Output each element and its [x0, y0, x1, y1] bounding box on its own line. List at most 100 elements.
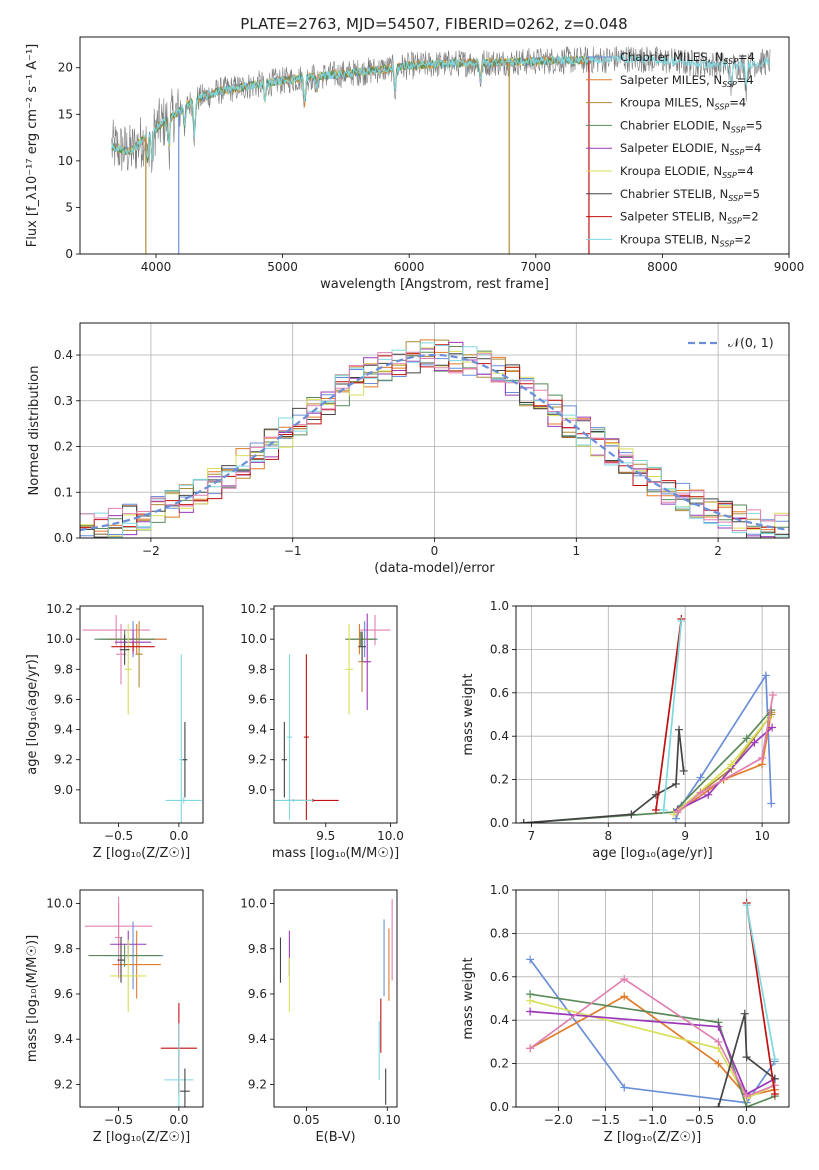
x-tick-label: −2 [142, 544, 160, 558]
y-tick-label: 10.0 [240, 632, 267, 646]
spectrum-model-ks [111, 54, 770, 161]
series-line-pink [676, 694, 774, 813]
plot-area [279, 899, 393, 1105]
series-marker-pink [620, 974, 629, 983]
legend-text: Chabrier ELODIE, N [620, 118, 731, 132]
x-tick-label: 0.10 [374, 1113, 401, 1127]
series-marker-cs [714, 1103, 723, 1107]
series-marker-se [750, 738, 759, 747]
x-tick-label: −0.5 [685, 1113, 714, 1127]
series-line-ss [655, 618, 683, 811]
figure-title: PLATE=2763, MJD=54507, FIBERID=0262, z=0… [240, 15, 627, 33]
legend-sub: SSP [728, 194, 743, 203]
panel-age_vs_Z: −0.5 0.0 9.0 9.2 9.4 9.6 9.8 10.0 10.2 Z [log₁₀(Z… [25, 602, 204, 861]
y-axis-label: mass weight [461, 673, 476, 755]
legend-label-km: Kroupa MILES, NSSP=4 [620, 96, 746, 112]
y-axis-label: mass weight [461, 957, 476, 1039]
series-line-cm [675, 672, 773, 820]
legend-text: =4 [738, 50, 755, 64]
x-tick-label: 0 [431, 544, 439, 558]
legend-sub: SSP [730, 148, 745, 157]
y-tick-label: 0.2 [54, 440, 73, 454]
x-tick-label: 8000 [647, 260, 678, 274]
y-axis-label: mass [log₁₀(M/M☉)] [25, 935, 40, 1062]
x-axis-label: Z [log₁₀(Z/Z☉)] [93, 1130, 190, 1145]
x-tick-label: 6000 [394, 260, 425, 274]
plot-area [526, 899, 779, 1107]
series-marker-ks [742, 901, 751, 910]
y-tick-label: 9.4 [54, 723, 73, 737]
y-tick-label: 9.8 [248, 662, 267, 676]
legend-sub: SSP [722, 171, 737, 180]
y-tick-label: 9.2 [54, 753, 73, 767]
legend-text: =4 [729, 96, 746, 110]
y-tick-label: 0.6 [490, 686, 509, 700]
legend-text: Kroupa ELODIE, N [620, 164, 722, 178]
legend-label-ce: Chabrier ELODIE, NSSP=5 [620, 118, 762, 134]
series-marker-ce [526, 990, 535, 999]
y-tick-label: 0.4 [490, 729, 509, 743]
series-marker-cm [526, 955, 535, 964]
series-marker-cs [740, 1009, 749, 1018]
y-tick-label: 9.0 [248, 783, 267, 797]
y-tick-label: 9.2 [248, 753, 267, 767]
y-tick-label: 10 [58, 154, 73, 168]
x-axis-label: E(B-V) [315, 1130, 355, 1145]
y-tick-label: 9.4 [248, 723, 267, 737]
legend-label-ss: Salpeter STELIB, NSSP=2 [620, 210, 759, 226]
legend-text: =4 [737, 164, 754, 178]
y-tick-label: 0.8 [490, 642, 509, 656]
y-tick-label: 0.2 [490, 1057, 509, 1071]
x-tick-label: −0.5 [104, 1113, 133, 1127]
x-axis-label: Z [log₁₀(Z/Z☉)] [93, 846, 190, 861]
y-tick-label: 9.2 [248, 1077, 267, 1091]
series-marker-pink [526, 1044, 535, 1053]
legend-text: =5 [746, 118, 763, 132]
series-marker-cm [761, 671, 770, 680]
series-marker-ce [742, 734, 751, 743]
x-axis-label: mass [log₁₀(M/M☉)] [272, 846, 399, 861]
y-tick-label: 9.8 [54, 662, 73, 676]
series-marker-pink [768, 690, 777, 699]
x-tick-label: −2.0 [544, 1113, 573, 1127]
x-tick-label: 10 [754, 829, 769, 843]
y-tick-label: 1.0 [490, 599, 509, 613]
axes-frame [273, 605, 398, 824]
series-marker-ss [651, 805, 660, 814]
y-tick-label: 9.2 [54, 1077, 73, 1091]
y-tick-label: 0 [65, 247, 73, 261]
legend-sub: SSP [715, 103, 730, 112]
y-tick-label: 9.6 [54, 987, 73, 1001]
series-marker-ks [677, 617, 686, 626]
legend-text: Kroupa MILES, N [620, 96, 715, 110]
x-tick-label: −1.0 [638, 1113, 667, 1127]
y-tick-label: 1.0 [490, 883, 509, 897]
y-tick-label: 9.6 [54, 692, 73, 706]
plot-area [111, 45, 771, 254]
y-tick-label: 0.0 [54, 531, 73, 545]
legend-text: =4 [744, 141, 761, 155]
series-marker-pink [742, 1092, 751, 1101]
y-tick-label: 10.0 [46, 897, 73, 911]
y-tick-label: 10.0 [240, 897, 267, 911]
legend-sub: SSP [722, 80, 737, 89]
panel-mass_vs_ebv: 0.05 0.10 9.2 9.4 9.6 9.8 10.0 E(B-V) [240, 889, 401, 1145]
legend-text: =2 [742, 210, 759, 224]
y-tick-label: 0.1 [54, 485, 73, 499]
series-marker-cm [671, 814, 680, 823]
series-line-ce [529, 993, 776, 1107]
series-marker-pink [696, 788, 705, 797]
series-line-ks [745, 905, 776, 1060]
y-tick-label: 9.4 [248, 1032, 267, 1046]
plot-area [80, 339, 789, 538]
series-marker-cs [627, 810, 636, 819]
legend-text: Salpeter STELIB, N [620, 210, 727, 224]
y-axis-label: Normed distribution [27, 366, 42, 496]
y-tick-label: 9.6 [248, 692, 267, 706]
panel-massweight_vs_Z: −2.0 −1.5 −1.0 −0.5 0.0 0.0 0.2 0.4 0.6 0.8 1.0 Z [… [461, 883, 790, 1145]
y-tick-label: 5 [65, 200, 73, 214]
plot-area [82, 615, 202, 823]
x-axis-label: wavelength [Angstrom, rest frame] [320, 277, 549, 292]
y-tick-label: 10.2 [240, 602, 267, 616]
